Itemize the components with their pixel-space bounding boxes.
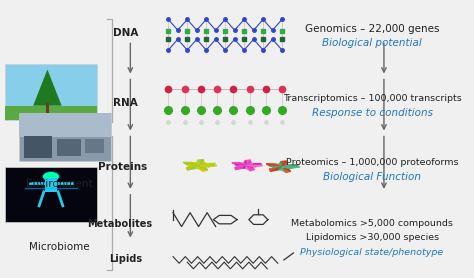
Polygon shape bbox=[270, 167, 282, 171]
Polygon shape bbox=[246, 165, 256, 167]
Polygon shape bbox=[232, 163, 246, 165]
Polygon shape bbox=[186, 165, 199, 170]
Bar bbox=[57, 139, 81, 156]
Text: Proteomics – 1,000,000 proteoforms: Proteomics – 1,000,000 proteoforms bbox=[286, 158, 458, 167]
Polygon shape bbox=[282, 167, 300, 168]
Polygon shape bbox=[246, 165, 255, 170]
Polygon shape bbox=[269, 167, 282, 169]
Text: RNA: RNA bbox=[113, 98, 138, 108]
Polygon shape bbox=[282, 161, 287, 167]
Polygon shape bbox=[269, 167, 282, 171]
Polygon shape bbox=[236, 165, 246, 166]
Polygon shape bbox=[282, 164, 289, 167]
Polygon shape bbox=[282, 165, 298, 167]
Polygon shape bbox=[198, 160, 203, 165]
Polygon shape bbox=[246, 160, 251, 165]
Bar bbox=[5, 106, 97, 120]
Polygon shape bbox=[183, 162, 199, 165]
Text: DNA: DNA bbox=[113, 28, 138, 38]
Bar bbox=[19, 113, 111, 161]
Polygon shape bbox=[236, 165, 246, 170]
Polygon shape bbox=[243, 165, 246, 168]
Text: Response to conditions: Response to conditions bbox=[311, 108, 433, 118]
Polygon shape bbox=[186, 165, 199, 168]
Text: Physiological state/phenotype: Physiological state/phenotype bbox=[301, 249, 444, 257]
Circle shape bbox=[43, 172, 59, 182]
Text: Metabolomics >5,000 compounds: Metabolomics >5,000 compounds bbox=[291, 219, 453, 228]
Polygon shape bbox=[274, 164, 282, 167]
Polygon shape bbox=[232, 163, 246, 165]
Polygon shape bbox=[33, 70, 62, 106]
Polygon shape bbox=[266, 164, 282, 167]
Text: Lipids: Lipids bbox=[109, 254, 142, 264]
Polygon shape bbox=[278, 167, 282, 170]
Polygon shape bbox=[246, 165, 263, 167]
Bar bbox=[85, 139, 104, 153]
Polygon shape bbox=[244, 161, 246, 165]
Text: Lipidomics >30,000 species: Lipidomics >30,000 species bbox=[306, 233, 438, 242]
Polygon shape bbox=[281, 167, 286, 173]
Polygon shape bbox=[183, 162, 199, 165]
Bar bbox=[5, 167, 97, 222]
Text: Proteins: Proteins bbox=[98, 162, 147, 172]
Polygon shape bbox=[281, 161, 286, 167]
Text: Genomics – 22,000 genes: Genomics – 22,000 genes bbox=[305, 24, 439, 34]
Polygon shape bbox=[199, 165, 217, 167]
Polygon shape bbox=[199, 160, 204, 165]
Bar bbox=[24, 136, 52, 158]
Polygon shape bbox=[282, 167, 291, 173]
Polygon shape bbox=[199, 163, 215, 165]
Polygon shape bbox=[199, 163, 206, 165]
Polygon shape bbox=[246, 164, 261, 165]
Polygon shape bbox=[199, 165, 208, 171]
Polygon shape bbox=[198, 165, 203, 171]
Polygon shape bbox=[187, 165, 199, 170]
Text: Microbiome: Microbiome bbox=[29, 242, 90, 252]
Polygon shape bbox=[187, 165, 199, 166]
Polygon shape bbox=[282, 167, 292, 168]
Text: Biological potential: Biological potential bbox=[322, 38, 422, 48]
Polygon shape bbox=[266, 164, 282, 167]
Polygon shape bbox=[246, 160, 250, 165]
Bar bbox=[46, 103, 49, 114]
Polygon shape bbox=[195, 165, 199, 168]
Polygon shape bbox=[282, 167, 291, 171]
Text: Environment: Environment bbox=[26, 179, 92, 189]
Polygon shape bbox=[246, 164, 261, 165]
Polygon shape bbox=[196, 160, 199, 165]
Polygon shape bbox=[279, 162, 282, 167]
Bar bbox=[19, 113, 111, 137]
Polygon shape bbox=[191, 162, 199, 165]
Polygon shape bbox=[270, 166, 282, 167]
Text: Transcriptomics – 100,000 transcripts: Transcriptomics – 100,000 transcripts bbox=[283, 94, 462, 103]
Polygon shape bbox=[199, 165, 210, 167]
Polygon shape bbox=[199, 163, 215, 165]
Text: Metabolites: Metabolites bbox=[87, 219, 152, 229]
Bar bbox=[46, 178, 57, 192]
Polygon shape bbox=[282, 165, 298, 167]
Polygon shape bbox=[199, 165, 208, 170]
Polygon shape bbox=[246, 165, 250, 171]
Polygon shape bbox=[239, 163, 246, 165]
Polygon shape bbox=[235, 165, 246, 170]
Polygon shape bbox=[246, 163, 253, 165]
Text: Biological Function: Biological Function bbox=[323, 172, 421, 182]
Polygon shape bbox=[235, 165, 246, 168]
Bar bbox=[5, 64, 97, 120]
Polygon shape bbox=[246, 165, 255, 171]
